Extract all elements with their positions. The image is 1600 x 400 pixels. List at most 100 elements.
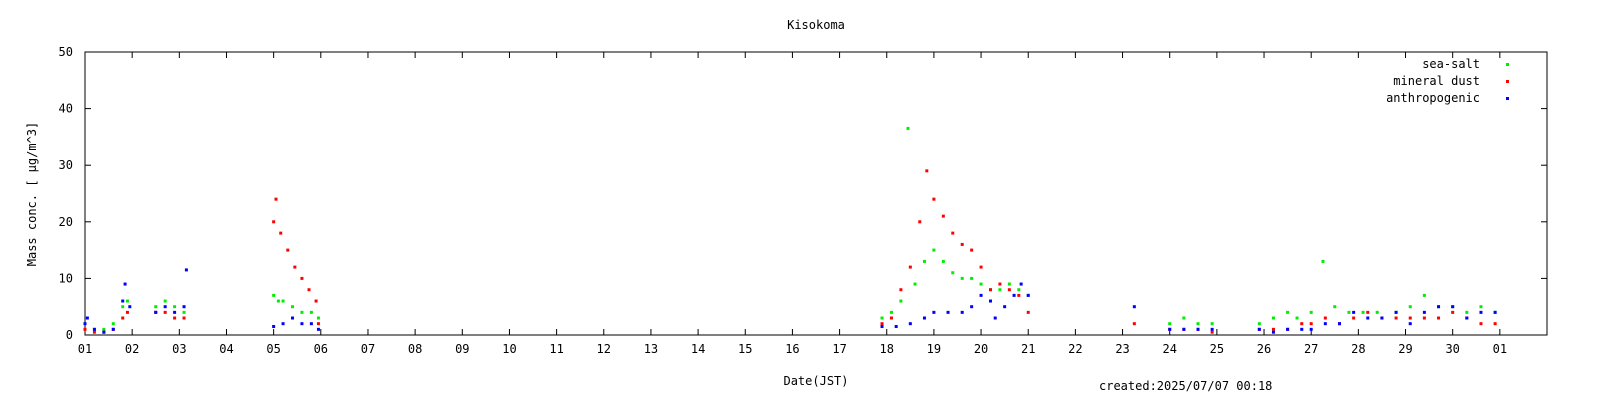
data-point	[941, 214, 945, 218]
data-point	[286, 248, 290, 252]
series-mineral-dust	[83, 169, 1497, 334]
data-point	[1026, 310, 1030, 314]
x-tick-label: 18	[880, 342, 894, 356]
series-sea-salt	[83, 126, 1497, 331]
x-tick-label: 07	[361, 342, 375, 356]
x-tick-label: 02	[125, 342, 139, 356]
data-point	[1366, 316, 1370, 320]
data-point	[92, 327, 96, 331]
plot-frame	[84, 51, 1548, 336]
data-point	[1132, 322, 1136, 326]
data-point	[925, 169, 929, 173]
data-point	[309, 322, 313, 326]
data-points	[83, 126, 1497, 334]
x-tick-label: 10	[502, 342, 516, 356]
x-tick-label: 08	[408, 342, 422, 356]
data-point	[1323, 322, 1327, 326]
x-tick-label: 13	[644, 342, 658, 356]
data-point	[92, 330, 96, 334]
data-point	[960, 276, 964, 280]
data-point	[83, 322, 87, 326]
data-point	[1019, 282, 1023, 286]
data-point	[314, 299, 318, 303]
data-point	[1465, 316, 1469, 320]
data-point	[1394, 310, 1398, 314]
data-point	[1168, 322, 1172, 326]
data-point	[163, 305, 167, 309]
data-point	[1210, 322, 1214, 326]
data-point	[998, 282, 1002, 286]
data-point	[1271, 327, 1275, 331]
x-tick-label: 12	[597, 342, 611, 356]
data-point	[998, 288, 1002, 292]
x-tick-label: 30	[1445, 342, 1459, 356]
x-tick-label: 09	[455, 342, 469, 356]
data-point	[1017, 293, 1021, 297]
x-tick-label: 27	[1304, 342, 1318, 356]
legend-label: mineral dust	[1393, 74, 1480, 88]
legend-marker	[1506, 80, 1509, 83]
data-point	[970, 305, 974, 309]
data-point	[970, 276, 974, 280]
data-point	[880, 322, 884, 326]
data-point	[279, 231, 283, 235]
y-tick-label: 50	[59, 45, 73, 59]
data-point	[1321, 259, 1325, 263]
x-tick-label: 22	[1068, 342, 1082, 356]
data-point	[880, 325, 884, 329]
data-point	[102, 330, 106, 334]
data-point	[111, 322, 115, 326]
x-tick-label: 01	[78, 342, 92, 356]
data-point	[1408, 305, 1412, 309]
data-point	[1309, 322, 1313, 326]
x-tick-label: 20	[974, 342, 988, 356]
x-tick-label: 15	[738, 342, 752, 356]
data-point	[1309, 327, 1313, 331]
data-point	[1422, 310, 1426, 314]
data-point	[281, 322, 285, 326]
data-point	[1422, 293, 1426, 297]
data-point	[272, 220, 276, 224]
data-point	[913, 282, 917, 286]
data-point	[300, 322, 304, 326]
data-point	[894, 325, 898, 329]
data-point	[960, 242, 964, 246]
data-point	[1337, 322, 1341, 326]
data-point	[1352, 316, 1356, 320]
data-point	[173, 310, 177, 314]
data-point	[125, 310, 129, 314]
data-point	[182, 310, 186, 314]
data-point	[951, 231, 955, 235]
x-tick-label: 24	[1162, 342, 1176, 356]
data-point	[1394, 316, 1398, 320]
data-point	[1012, 293, 1016, 297]
data-point	[1300, 322, 1304, 326]
data-point	[1026, 293, 1030, 297]
data-point	[1182, 316, 1186, 320]
legend-label: sea-salt	[1422, 57, 1480, 71]
data-point	[1271, 330, 1275, 334]
x-tick-label: 21	[1021, 342, 1035, 356]
data-point	[1196, 327, 1200, 331]
y-tick-label: 0	[66, 328, 73, 342]
data-point	[889, 316, 893, 320]
data-point	[1168, 327, 1172, 331]
data-point	[1132, 305, 1136, 309]
data-point	[182, 305, 186, 309]
x-tick-label: 26	[1257, 342, 1271, 356]
data-point	[1479, 322, 1483, 326]
x-tick-label: 25	[1210, 342, 1224, 356]
data-point	[1380, 316, 1384, 320]
data-point	[941, 259, 945, 263]
data-point	[1007, 288, 1011, 292]
data-point	[293, 265, 297, 269]
data-point	[154, 310, 158, 314]
y-tick-label: 40	[59, 102, 73, 116]
chart-title: Kisokoma	[787, 18, 845, 32]
data-point	[316, 316, 320, 320]
data-point	[291, 305, 295, 309]
created-timestamp: created:2025/07/07 00:18	[1099, 379, 1272, 393]
y-axis-ticks: 0 10 20 30 40 50	[59, 45, 1547, 342]
data-point	[908, 322, 912, 326]
